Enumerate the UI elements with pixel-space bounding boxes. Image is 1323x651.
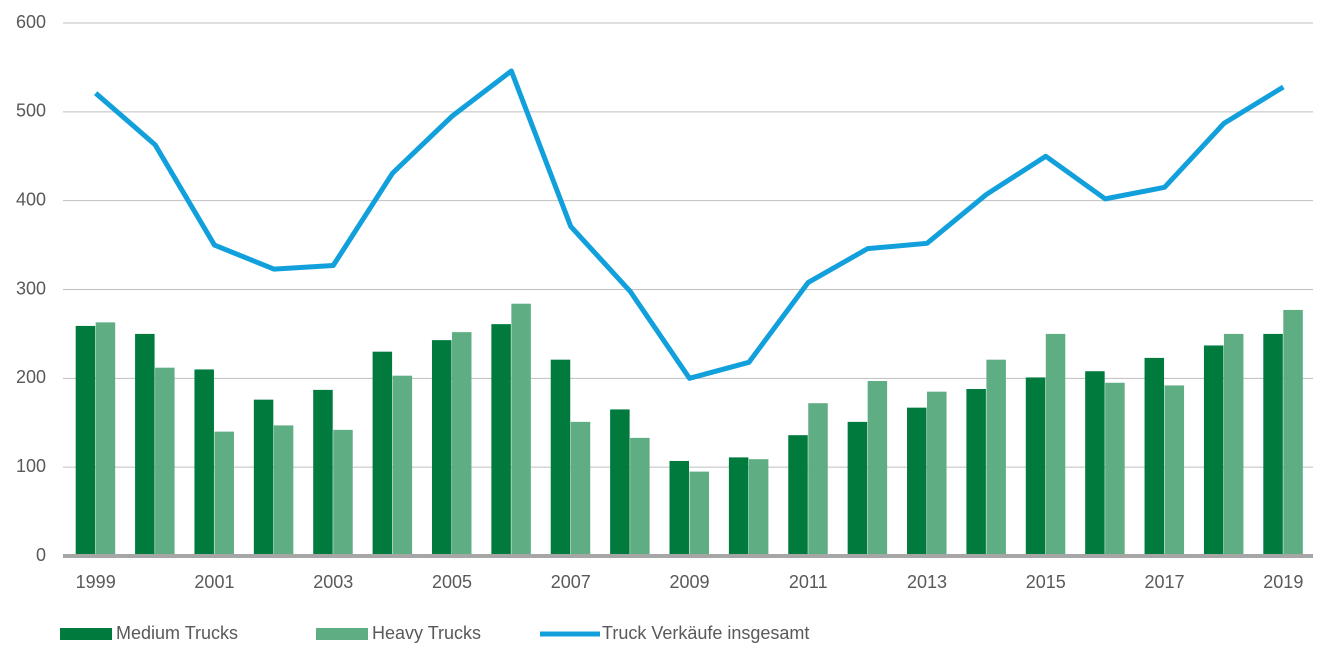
y-tick-label: 0	[36, 545, 46, 565]
bar	[1283, 309, 1303, 556]
bar	[927, 391, 947, 556]
bar	[273, 425, 294, 556]
x-tick-label: 2017	[1145, 572, 1185, 592]
bar	[372, 351, 393, 556]
bar	[907, 407, 927, 556]
bar	[669, 460, 689, 556]
bar	[1164, 385, 1185, 556]
bar	[451, 332, 472, 556]
x-tick-label: 2005	[432, 572, 472, 592]
y-tick-label: 500	[16, 101, 46, 121]
legend-label: Truck Verkäufe insgesamt	[602, 623, 809, 643]
bar	[570, 421, 591, 556]
bar	[1085, 371, 1105, 556]
y-tick-label: 400	[16, 189, 46, 209]
y-tick-label: 200	[16, 367, 46, 387]
line-series	[94, 68, 1285, 381]
bar	[808, 403, 828, 556]
legend-swatch	[316, 628, 368, 640]
bar	[986, 359, 1006, 556]
x-tick-label: 2011	[789, 572, 828, 592]
bar	[630, 437, 650, 556]
bar	[392, 375, 413, 556]
bar	[867, 380, 888, 556]
bar	[748, 459, 769, 556]
x-tick-label: 2019	[1263, 572, 1303, 592]
bar	[75, 325, 96, 556]
legend-label: Heavy Trucks	[372, 623, 481, 643]
x-tick-label: 1999	[76, 572, 116, 592]
x-tick-label: 2001	[194, 572, 234, 592]
bar	[689, 471, 709, 556]
bar	[1025, 377, 1046, 556]
bar	[333, 429, 353, 556]
bar	[788, 435, 808, 556]
bar	[511, 303, 531, 556]
bar	[155, 367, 175, 556]
x-tick-label: 2003	[313, 572, 353, 592]
bar	[135, 333, 155, 556]
x-tick-label: 2007	[551, 572, 591, 592]
y-tick-label: 600	[16, 12, 46, 32]
bar	[847, 421, 868, 556]
bar	[1144, 357, 1165, 556]
x-tick-label: 2015	[1026, 572, 1066, 592]
bar	[253, 399, 274, 556]
bar	[491, 324, 511, 556]
bar	[966, 388, 986, 556]
bar	[728, 457, 749, 556]
bar	[1263, 333, 1283, 556]
bar	[1203, 345, 1224, 556]
x-tick-label: 2009	[669, 572, 709, 592]
bar	[1223, 333, 1244, 556]
bar	[194, 369, 214, 556]
legend-label: Medium Trucks	[116, 623, 238, 643]
bar	[1045, 333, 1066, 556]
bar	[313, 389, 333, 556]
bar	[550, 359, 571, 556]
bar	[214, 431, 234, 556]
bar	[610, 409, 630, 556]
bar	[431, 340, 452, 556]
bar	[95, 322, 116, 556]
y-tick-label: 300	[16, 278, 46, 298]
x-tick-label: 2013	[907, 572, 947, 592]
y-tick-label: 100	[16, 456, 46, 476]
bar	[1105, 382, 1125, 556]
legend-swatch	[60, 628, 112, 640]
